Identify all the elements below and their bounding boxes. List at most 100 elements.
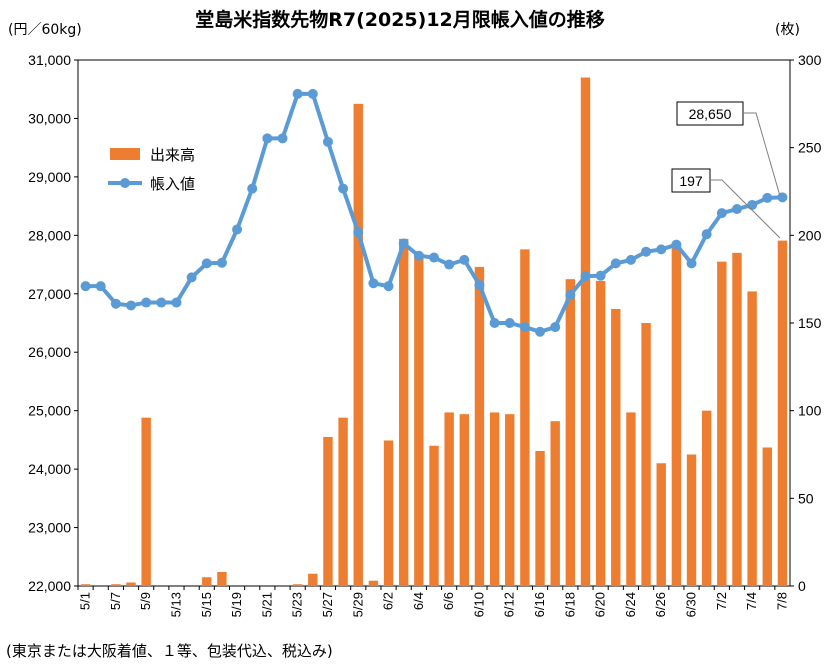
volume-bar: [399, 238, 409, 586]
right-tick-label: 100: [798, 403, 822, 419]
left-tick-label: 23,000: [28, 520, 71, 536]
left-tick-label: 22,000: [28, 578, 71, 594]
settlement-point: [580, 271, 591, 282]
left-tick-label: 31,000: [28, 52, 71, 68]
volume-bar: [535, 450, 545, 586]
volume-bar: [323, 436, 333, 586]
settlement-point: [216, 257, 227, 268]
right-tick-label: 0: [798, 578, 806, 594]
settlement-point: [368, 278, 379, 289]
volume-bar: [671, 242, 682, 586]
left-tick-label: 29,000: [28, 169, 71, 185]
settlement-point: [641, 246, 652, 257]
legend-bar-label: 出来高: [150, 146, 195, 164]
volume-bar: [459, 414, 469, 586]
volume-bar: [641, 323, 651, 586]
settlement-point: [762, 192, 773, 203]
legend-line-label: 帳入値: [150, 175, 195, 193]
callout-volume-leader: [710, 179, 781, 239]
x-tick-label: 6/4: [411, 592, 426, 610]
callout-price: 28,650: [676, 101, 781, 197]
x-tick-label: 6/24: [623, 592, 638, 617]
settlement-point: [262, 133, 273, 144]
x-tick-label: 7/4: [744, 592, 759, 610]
volume-bar: [126, 582, 136, 586]
settlement-point: [353, 227, 364, 238]
right-tick-label: 250: [798, 140, 822, 156]
volume-bar: [141, 417, 151, 586]
settlement-point: [686, 258, 697, 269]
left-tick-label: 25,000: [28, 403, 71, 419]
settlement-point: [550, 322, 561, 333]
x-tick-label: 6/20: [593, 592, 608, 617]
x-tick-label: 5/15: [199, 592, 214, 617]
legend: 出来高 帳入値: [108, 146, 195, 193]
volume-bar: [701, 410, 712, 586]
settlement-point: [671, 239, 682, 250]
volume-bar: [444, 412, 454, 586]
settlement-point: [595, 270, 606, 281]
left-tick-label: 27,000: [28, 286, 71, 302]
left-tick-label: 26,000: [28, 344, 71, 360]
volume-bar: [353, 103, 363, 586]
settlement-point: [625, 254, 636, 265]
volume-bar: [217, 571, 227, 586]
x-tick-label: 5/13: [168, 592, 183, 617]
x-tick-label: 6/2: [381, 592, 396, 610]
volume-bar: [80, 584, 91, 586]
settlement-point: [747, 199, 758, 210]
right-axis-unit: (枚): [775, 22, 800, 38]
volume-bar: [429, 445, 439, 586]
right-tick-label: 150: [798, 315, 822, 331]
right-tick-label: 200: [798, 227, 822, 243]
left-tick-label: 30,000: [28, 110, 71, 126]
left-tick-label: 28,000: [28, 227, 71, 243]
settlement-point: [338, 183, 349, 194]
callout-volume-label: 197: [679, 173, 703, 189]
right-tick-label: 300: [798, 52, 822, 68]
x-tick-label: 6/18: [562, 592, 577, 617]
volume-bar: [626, 412, 636, 586]
settlement-point: [398, 238, 409, 249]
left-tick-label: 24,000: [28, 461, 71, 477]
volume-bar: [414, 252, 424, 586]
settlement-point: [444, 259, 455, 270]
volume-bar: [383, 440, 394, 586]
volume-bar: [505, 414, 515, 586]
volume-bar: [777, 240, 788, 587]
settlement-point: [232, 224, 243, 235]
settlement-point: [504, 318, 515, 328]
settlement-point: [156, 297, 167, 308]
volume-bar: [580, 77, 591, 587]
volume-bar: [611, 308, 621, 586]
volume-bar: [489, 412, 500, 586]
settlement-point: [413, 250, 424, 261]
x-tick-label: 6/10: [471, 592, 486, 617]
x-tick-label: 7/8: [774, 592, 789, 610]
x-tick-label: 6/12: [502, 592, 517, 617]
left-axis: 22,000 23,000 24,000 25,000 26,000 27,000 28,0…: [28, 52, 78, 594]
volume-bar: [717, 261, 727, 586]
volume-bar: [732, 252, 742, 586]
settlement-point: [519, 322, 530, 333]
settlement-point: [110, 298, 121, 309]
x-tick-label: 6/6: [441, 592, 456, 610]
legend-line-marker: [120, 178, 130, 188]
settlement-line: [80, 88, 788, 337]
settlement-point: [731, 204, 742, 215]
settlement-point: [80, 281, 91, 292]
settlement-point: [535, 326, 546, 337]
x-tick-label: 5/29: [350, 592, 365, 617]
settlement-point: [95, 281, 106, 292]
x-tick-label: 5/21: [259, 592, 274, 617]
settlement-point: [171, 297, 182, 308]
volume-bar: [595, 280, 606, 586]
footnote: (東京または大阪着値、１等、包装代込、税込み): [6, 642, 333, 660]
volume-bar: [202, 577, 212, 586]
settlement-point: [716, 208, 727, 219]
settlement-point: [489, 318, 500, 328]
chart-title: 堂島米指数先物R7(2025)12月限帳入値の推移: [195, 8, 605, 31]
volume-bars: [80, 77, 788, 587]
settlement-point: [126, 300, 137, 311]
